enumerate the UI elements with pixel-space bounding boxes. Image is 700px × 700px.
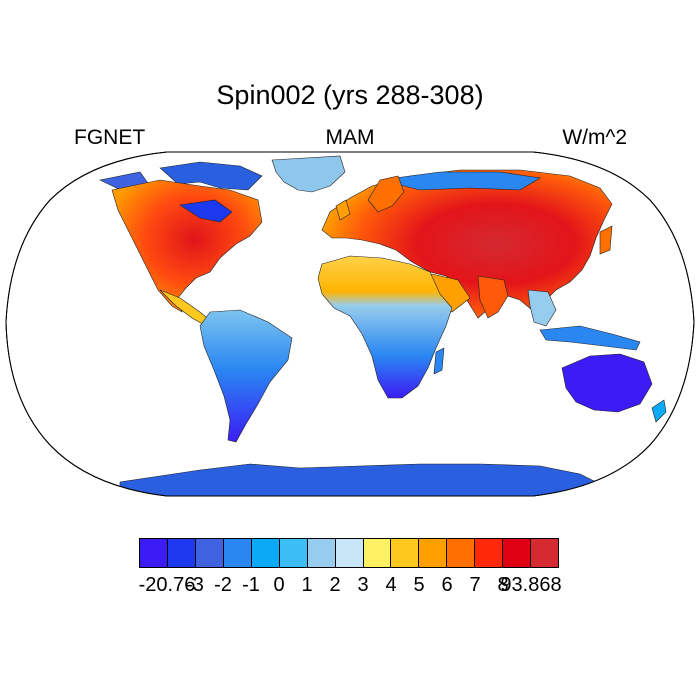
australia: [561, 353, 653, 413]
arctic-islands: [159, 161, 263, 191]
colorbar-label: -2: [214, 574, 232, 596]
africa: [317, 255, 453, 399]
colorbar-box: [140, 539, 168, 567]
colorbar-labels: -20.76 -3 -2 -1 0 1 2 3 4 5 6 7 8 93.868: [0, 574, 700, 600]
madagascar: [433, 347, 445, 375]
subtitle-season: MAM: [325, 126, 375, 149]
colorbar-box: [307, 539, 336, 567]
scandinavia: [367, 175, 405, 213]
colorbar-label: 0: [273, 574, 285, 596]
colorbar-box: [503, 539, 532, 567]
plot-title: Spin002 (yrs 288-308): [216, 80, 484, 110]
colorbar-box: [167, 539, 196, 567]
colorbar-label: 7: [469, 574, 481, 596]
british-isles: [335, 199, 351, 221]
colorbar-box: [335, 539, 364, 567]
subtitle-units: W/m^2: [562, 126, 627, 149]
india: [477, 275, 509, 319]
colorbar-label: 2: [329, 574, 341, 596]
colorbar-label: 5: [413, 574, 425, 596]
southeast-asia: [527, 289, 557, 327]
colorbar-box: [363, 539, 392, 567]
colorbar-box: [279, 539, 308, 567]
colorbar-box: [447, 539, 476, 567]
south-america: [199, 309, 293, 443]
subtitle-variable: FGNET: [74, 126, 146, 149]
colorbar: [139, 538, 559, 568]
colorbar-box: [531, 539, 559, 567]
colorbar-label: 3: [357, 574, 369, 596]
colorbar-box: [195, 539, 224, 567]
colorbar-box: [475, 539, 504, 567]
greenland: [271, 155, 346, 193]
colorbar-label: -3: [186, 574, 204, 596]
colorbar-box: [223, 539, 252, 567]
colorbar-box: [391, 539, 420, 567]
colorbar-label: -20.76: [138, 574, 196, 596]
colorbar-label: 6: [441, 574, 453, 596]
colorbar-label: 4: [385, 574, 397, 596]
colorbar-label: 1: [301, 574, 313, 596]
colorbar-label: -1: [242, 574, 260, 596]
colorbar-label: 93.868: [500, 574, 562, 596]
colorbar-box: [419, 539, 448, 567]
maritime-continent: [539, 325, 641, 351]
antarctica: [119, 463, 601, 496]
colorbar-label: 8: [497, 574, 509, 596]
colorbar-box: [251, 539, 280, 567]
